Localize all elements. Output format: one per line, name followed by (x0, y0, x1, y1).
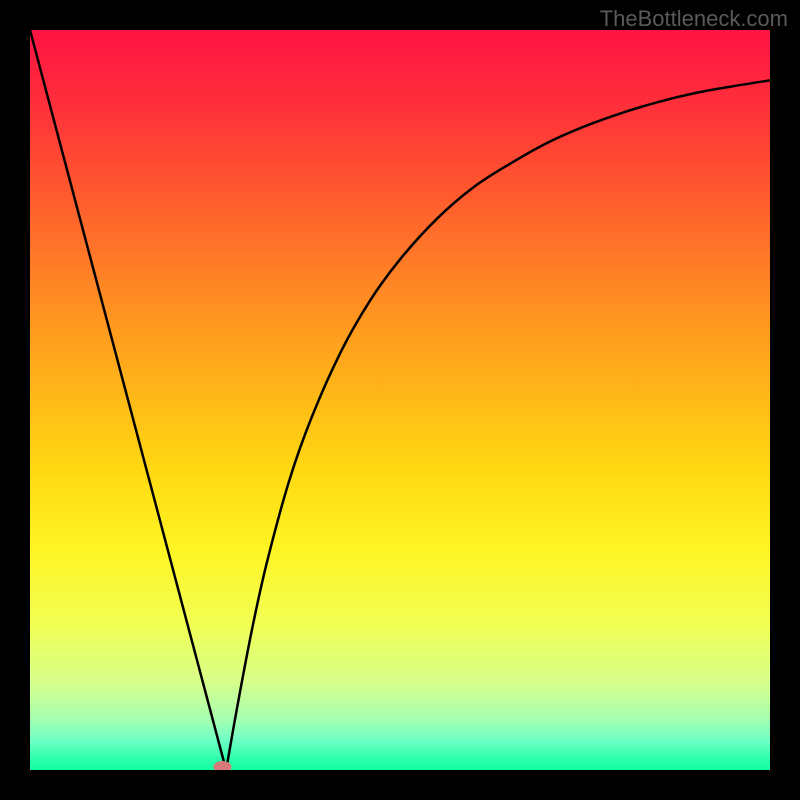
chart-plot-area (30, 30, 770, 770)
chart-background (30, 30, 770, 770)
watermark-text: TheBottleneck.com (600, 6, 788, 32)
bottleneck-chart (30, 30, 770, 770)
